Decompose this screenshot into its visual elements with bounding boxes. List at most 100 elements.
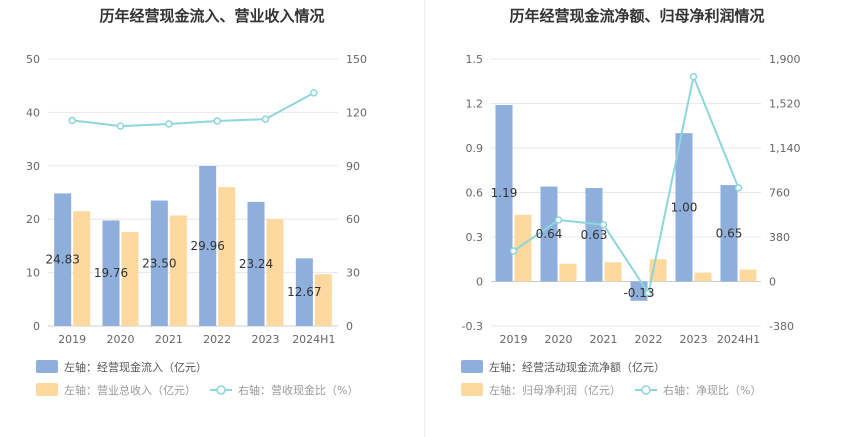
bar-primary (54, 193, 72, 326)
bar-data-label: 0.63 (581, 228, 608, 242)
ratio-point (554, 216, 563, 224)
x-axis-tick-label: 2022 (635, 333, 663, 346)
ratio-point (310, 89, 318, 97)
legend-label: 左轴：营业总收入（亿元） (64, 383, 196, 397)
ratio-point (165, 120, 173, 128)
bar-secondary (266, 219, 284, 326)
legend-label: 左轴：经营活动现金流净额（亿元） (489, 360, 665, 374)
right-axis-tick-label: 0 (346, 320, 353, 333)
left-axis-tick-label: 0 (476, 276, 483, 289)
x-axis-tick-label: 2022 (203, 333, 231, 346)
bar-primary (295, 258, 313, 326)
left-axis-tick-label: 30 (26, 160, 40, 173)
ratio-line (72, 91, 315, 128)
ratio-point (68, 116, 76, 125)
bar-primary (540, 186, 558, 282)
ratio-point (734, 184, 743, 192)
bar-data-label: 19.76 (94, 266, 128, 280)
left-axis-tick-label: -0.3 (462, 320, 483, 333)
ratio-point (689, 72, 698, 81)
legend-label: 左轴：经营现金流入（亿元） (64, 360, 207, 374)
legend-swatch-point (216, 385, 226, 395)
bar-primary (102, 220, 120, 326)
bar-secondary (73, 211, 91, 326)
left-axis-tick-label: 50 (26, 53, 40, 66)
bar-primary (199, 166, 217, 326)
right-axis-tick-label: 1,520 (769, 98, 801, 111)
legend-label: 右轴：净现比（%） (663, 383, 761, 397)
right-axis-tick-label: 1,140 (769, 142, 801, 155)
left-axis-tick-label: 0 (33, 320, 40, 333)
panel-divider (424, 0, 425, 437)
bar-primary (150, 200, 168, 326)
x-axis-tick-label: 2024H1 (717, 333, 760, 346)
bar-data-label: 24.83 (45, 253, 79, 267)
ratio-point (116, 122, 125, 130)
left-axis-tick-label: 0.9 (466, 142, 484, 155)
bar-secondary (604, 262, 622, 282)
right-axis-tick-label: 90 (346, 160, 360, 173)
left-axis-tick-label: 0.3 (466, 231, 484, 244)
ratio-point (509, 247, 518, 255)
x-axis-tick-label: 2021 (590, 333, 618, 346)
x-axis-tick-label: 2023 (680, 333, 708, 346)
legend-label: 右轴：营收现金比（%） (238, 383, 358, 397)
bar-secondary (121, 232, 139, 326)
bar-secondary (694, 272, 712, 282)
chart-title: 历年经营现金流净额、归母净利润情况 (509, 7, 764, 25)
bar-data-label: -0.13 (623, 286, 654, 300)
right-axis-tick-label: 60 (346, 213, 360, 226)
ratio-point (261, 115, 270, 123)
left-axis-tick-label: 1.2 (466, 98, 484, 111)
legend-swatch-bar (36, 383, 58, 396)
right-axis-tick-label: 0 (769, 276, 776, 289)
ratio-line (512, 73, 740, 296)
bar-primary (585, 188, 603, 282)
bar-secondary (739, 269, 757, 282)
bar-secondary (169, 215, 187, 326)
bar-secondary (514, 214, 532, 282)
chart-cash-inflow-revenue: 历年经营现金流入、营业收入情况 0 10 20 30 40 50 0 30 60 90 120 150 2… (26, 7, 367, 397)
ratio-point (644, 289, 653, 297)
x-axis-tick-label: 2020 (107, 333, 135, 346)
bar-data-label: 12.67 (287, 285, 321, 299)
bar-data-label: 29.96 (190, 239, 224, 253)
bar-data-label: 0.64 (536, 227, 563, 241)
x-axis-tick-label: 2024H1 (292, 333, 335, 346)
left-axis-tick-label: 1.5 (466, 53, 484, 66)
bar-secondary (559, 263, 577, 282)
x-axis-tick-label: 2020 (545, 333, 573, 346)
legend-swatch-point (641, 385, 651, 395)
bar-data-label: 0.65 (716, 226, 743, 240)
bar-primary (720, 185, 738, 282)
x-axis-tick-label: 2019 (500, 333, 528, 346)
left-axis-tick-label: 10 (26, 267, 40, 280)
bar-data-label: 1.00 (671, 200, 698, 214)
legend-swatch-bar (461, 383, 483, 396)
bar-data-label: 23.50 (142, 256, 176, 270)
legend-swatch-bar (36, 360, 58, 373)
right-axis-tick-label: 1,900 (769, 53, 801, 66)
bar-data-label: 23.24 (239, 257, 273, 271)
legend-label: 左轴：归母净利润（亿元） (489, 383, 621, 397)
x-axis-tick-label: 2019 (58, 333, 86, 346)
right-axis-tick-label: 150 (346, 53, 367, 66)
bar-secondary (314, 274, 332, 326)
x-axis-tick-label: 2021 (155, 333, 183, 346)
left-axis-tick-label: 0.6 (466, 187, 484, 200)
left-axis-tick-label: 20 (26, 213, 40, 226)
bar-primary (247, 201, 265, 326)
ratio-point (213, 117, 221, 125)
left-axis-tick-label: 40 (26, 106, 40, 119)
right-axis-tick-label: 380 (769, 231, 790, 244)
bar-primary (495, 104, 513, 282)
bar-secondary (218, 187, 236, 326)
bar-primary (675, 133, 693, 282)
right-axis-tick-label: 760 (769, 187, 790, 200)
bar-data-label: 1.19 (491, 186, 518, 200)
chart-net-cash-profit: 历年经营现金流净额、归母净利润情况 -0.3 0 0.3 0.6 0.9 1.2 1.5 -38… (461, 7, 801, 397)
right-axis-tick-label: -380 (769, 320, 794, 333)
right-axis-tick-label: 120 (346, 106, 367, 119)
x-axis-tick-label: 2023 (252, 333, 280, 346)
